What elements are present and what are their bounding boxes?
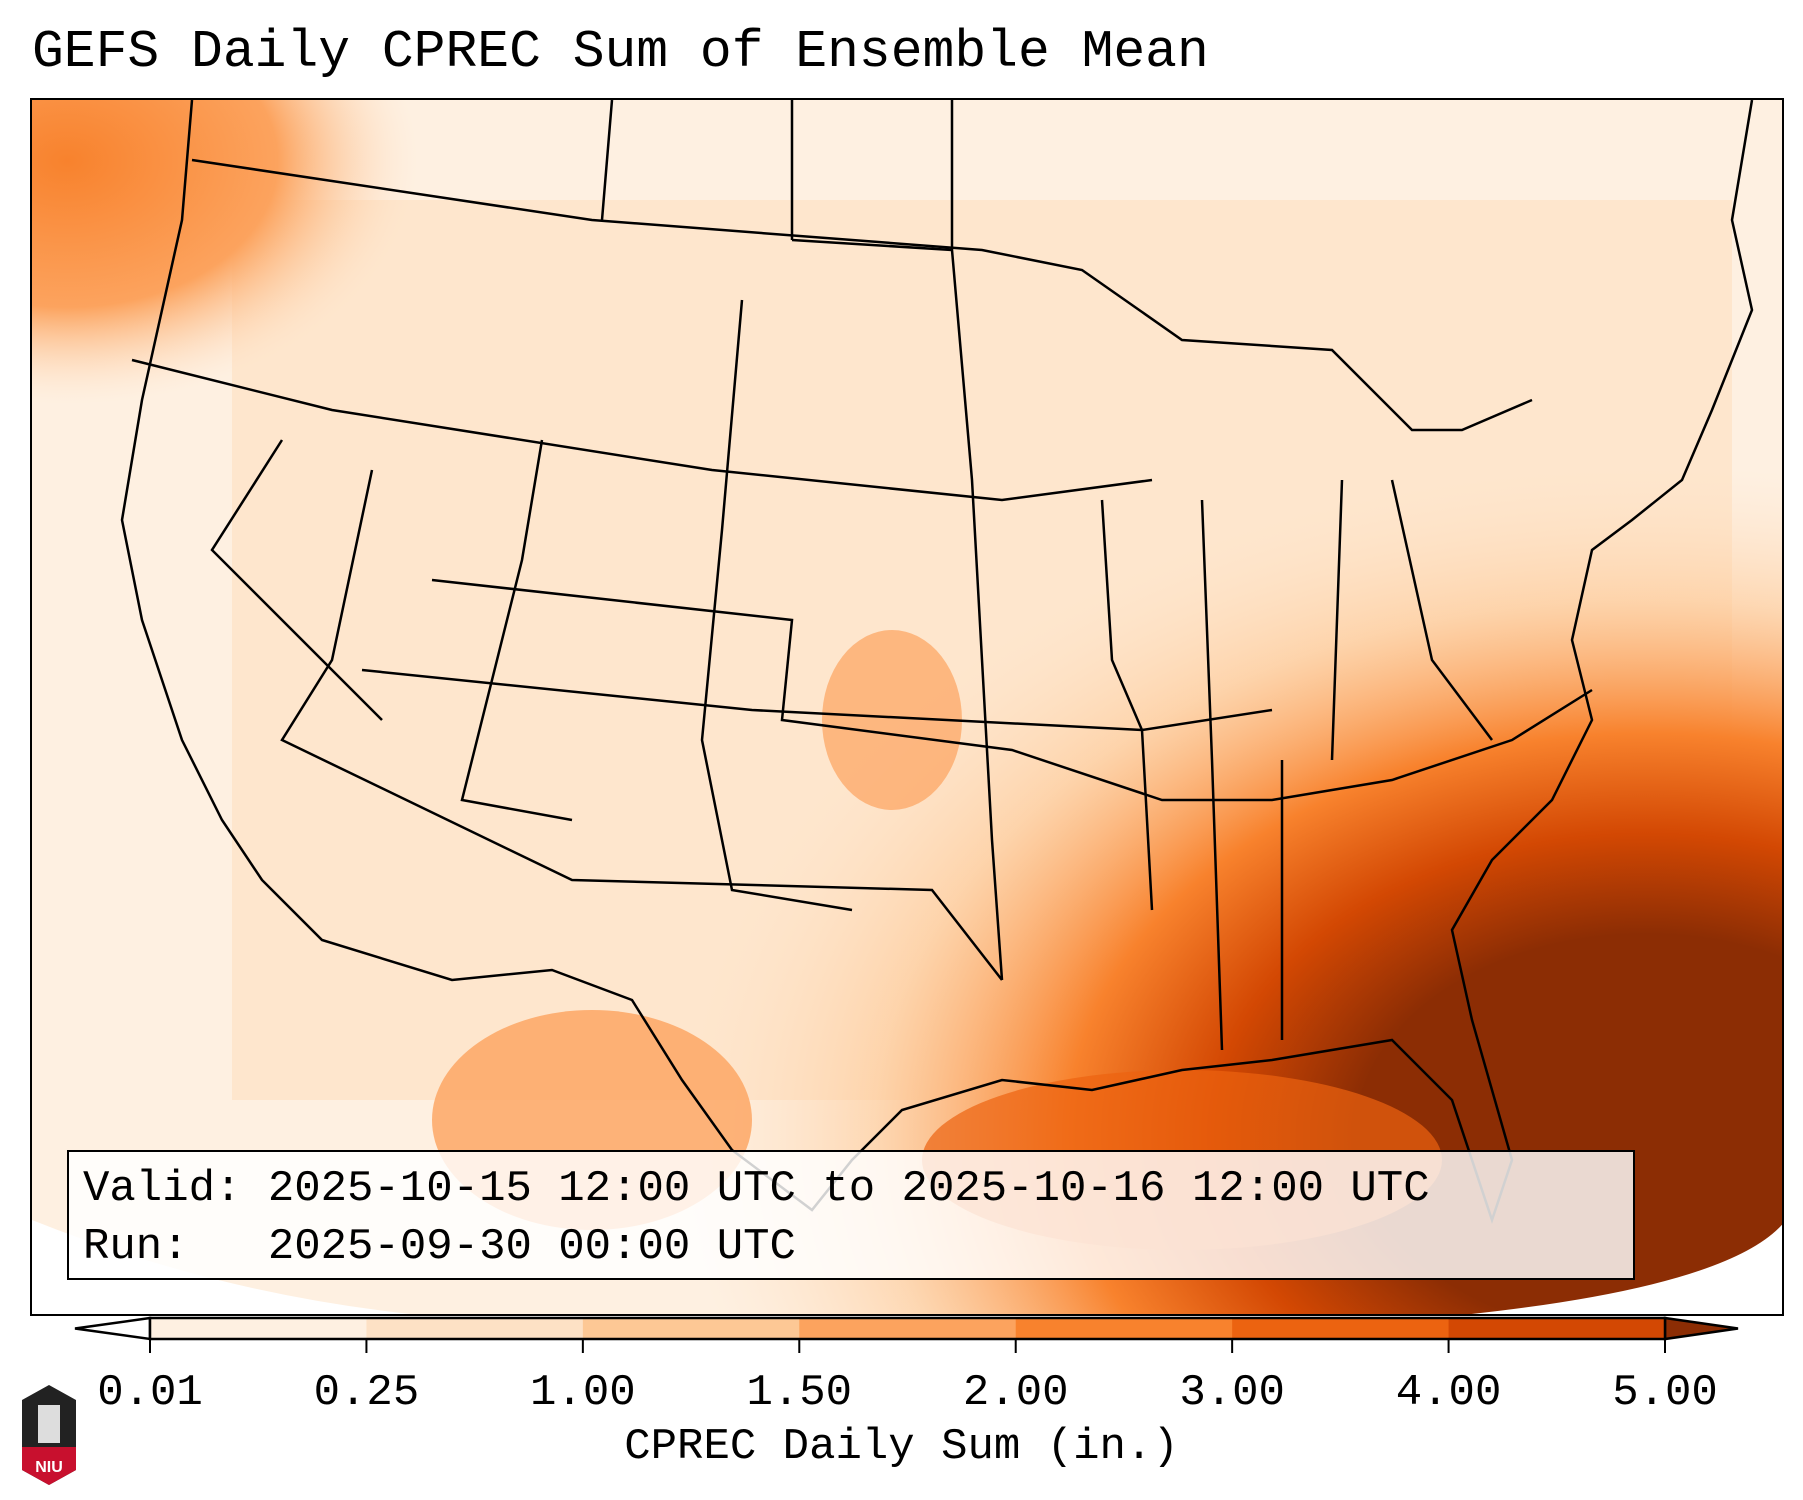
- colorbar-tick-label: 3.00: [1179, 1368, 1285, 1418]
- outside-domain-left: [32, 1220, 411, 1314]
- colorbar-bin: [582, 1318, 800, 1339]
- colorbar-tick-label: 4.00: [1396, 1368, 1502, 1418]
- colorbar-bin: [150, 1318, 367, 1339]
- colorbar-tick-label: 0.25: [314, 1368, 420, 1418]
- colorbar-under-extension: [74, 1316, 152, 1341]
- colorbar-label: CPREC Daily Sum (in.): [624, 1422, 1179, 1472]
- colorbar-bin: [1448, 1318, 1666, 1339]
- run-time-text: Run: 2025-09-30 00:00 UTC: [83, 1222, 796, 1272]
- colorbar-tick-label: 2.00: [963, 1368, 1069, 1418]
- svg-text:NIU: NIU: [35, 1459, 63, 1476]
- colorbar: 0.01 0.25 1.00 1.50 2.00 3.00 4.00 5.00: [74, 1316, 1739, 1418]
- colorbar-bin: [799, 1318, 1017, 1339]
- info-box: Valid: 2025-10-15 12:00 UTC to 2025-10-1…: [67, 1150, 1635, 1280]
- colorbar-bin: [1015, 1318, 1233, 1339]
- colorbar-bin: [366, 1318, 584, 1339]
- colorbar-tick-label: 0.01: [97, 1368, 203, 1418]
- niu-logo: NIU: [22, 1385, 76, 1485]
- colorbar-tick-label: 1.50: [746, 1368, 852, 1418]
- plains-field: [822, 630, 962, 810]
- colorbar-tick-label: 5.00: [1612, 1368, 1718, 1418]
- outside-domain: [1471, 1224, 1782, 1314]
- chart-title: GEFS Daily CPREC Sum of Ensemble Mean: [32, 22, 1209, 82]
- colorbar-bin: [1232, 1318, 1450, 1339]
- colorbar-tick-label: 1.00: [530, 1368, 636, 1418]
- colorbar-over-extension: [1663, 1316, 1739, 1341]
- valid-time-text: Valid: 2025-10-15 12:00 UTC to 2025-10-1…: [83, 1164, 1430, 1214]
- colorbar-outline: [148, 1316, 1667, 1341]
- borders: [120, 100, 1754, 1224]
